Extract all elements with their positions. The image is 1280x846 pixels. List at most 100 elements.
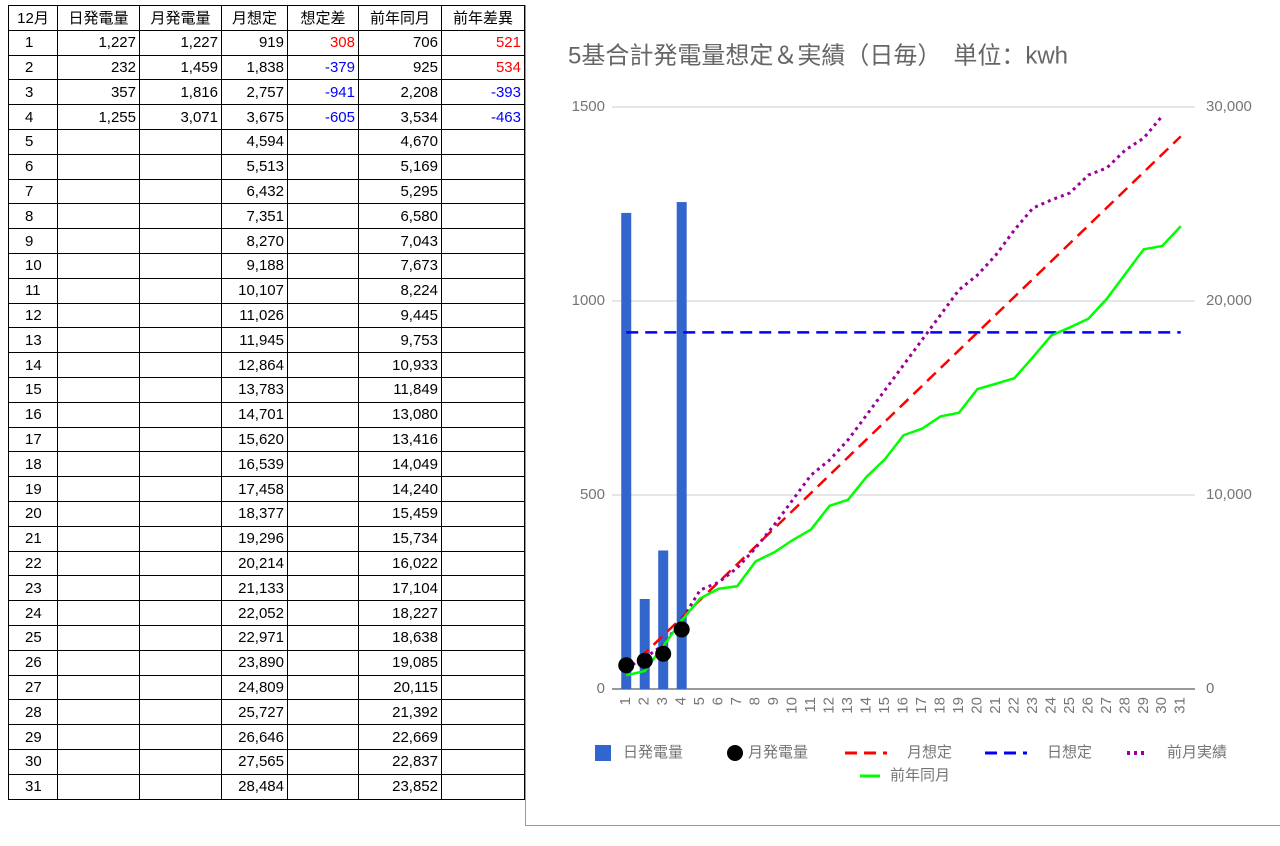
cell: [57, 724, 140, 750]
cell: [287, 203, 359, 230]
cell: 22,971: [221, 624, 288, 651]
x-tick-label: 27: [1098, 697, 1115, 714]
cell: [139, 277, 222, 304]
cell: [287, 327, 359, 354]
cell: [139, 451, 222, 478]
cell: 23: [8, 575, 58, 602]
y2-tick-label: 0: [1206, 680, 1214, 697]
row: 24 22,052 18,227: [8, 600, 525, 626]
row: 31 28,484 23,852: [8, 773, 525, 800]
cell: 17: [8, 426, 58, 453]
cell: [287, 352, 359, 378]
cell: [441, 476, 525, 502]
cell: [57, 550, 140, 577]
cell: [287, 302, 359, 329]
cell: 6,580: [358, 203, 442, 230]
cell: 4,594: [221, 128, 288, 155]
cell: [287, 426, 359, 453]
x-tick-label: 13: [839, 697, 856, 714]
cell: [57, 525, 140, 552]
cell: 21: [8, 525, 58, 552]
cell: 21,392: [358, 699, 442, 726]
cell: 7,043: [358, 228, 442, 254]
cell: 14,049: [358, 451, 442, 478]
cell: [57, 228, 140, 254]
row: 22 20,214 16,022: [8, 550, 525, 577]
cell: [139, 773, 222, 800]
row: 5 4,594 4,670: [8, 128, 525, 155]
y-tick-label: 1500: [572, 98, 605, 115]
row: 4 1,255 3,071 3,675 -605 3,534 -463: [8, 104, 525, 130]
bar: [676, 202, 687, 689]
x-tick-label: 7: [728, 697, 745, 705]
cell: [441, 575, 525, 602]
x-tick-label: 2: [636, 697, 653, 705]
point: [655, 645, 672, 662]
cell: [441, 228, 525, 254]
row: 25 22,971 18,638: [8, 624, 525, 651]
cell: 20: [8, 500, 58, 527]
cell: [441, 500, 525, 527]
cell: [57, 302, 140, 329]
legend-label: 月想定: [907, 744, 952, 761]
row: 14 12,864 10,933: [8, 352, 525, 378]
cell: 919: [221, 29, 288, 56]
cell: [139, 550, 222, 577]
cell: 31: [8, 773, 58, 800]
cell: [57, 649, 140, 676]
cell: 25: [8, 624, 58, 651]
cell: 27: [8, 674, 58, 701]
cell: 706: [358, 29, 442, 56]
cell: [139, 128, 222, 155]
row: 20 18,377 15,459: [8, 500, 525, 527]
cell: 15: [8, 376, 58, 403]
cell: 13,080: [358, 401, 442, 428]
cell: 11,849: [358, 376, 442, 403]
cell: 30: [8, 748, 58, 775]
cell: [139, 203, 222, 230]
cell: [57, 203, 140, 230]
cell: [139, 674, 222, 701]
row: 2 232 1,459 1,838 -379 925 534: [8, 54, 525, 81]
cell: [287, 550, 359, 577]
cell: [287, 600, 359, 626]
cell: 534: [441, 54, 525, 81]
cell: [441, 600, 525, 626]
x-tick-label: 17: [913, 697, 930, 714]
cell: 20,115: [358, 674, 442, 701]
cell: 9,753: [358, 327, 442, 354]
cell: 9,188: [221, 252, 288, 279]
cell: [287, 500, 359, 527]
cell: 4: [8, 104, 58, 130]
cell: 18: [8, 451, 58, 478]
cell: 4,670: [358, 128, 442, 155]
row: 16 14,701 13,080: [8, 401, 525, 428]
cell: 24: [8, 600, 58, 626]
cell: 6: [8, 153, 58, 180]
cell: [441, 178, 525, 205]
row: 17 15,620 13,416: [8, 426, 525, 453]
x-tick-label: 9: [765, 697, 782, 705]
cell: 18,638: [358, 624, 442, 651]
cell: [57, 500, 140, 527]
cell: [287, 178, 359, 205]
cell: 18,377: [221, 500, 288, 527]
cell: 1,816: [139, 79, 222, 106]
x-tick-label: 24: [1042, 697, 1059, 714]
cell: [57, 748, 140, 775]
cell: 11: [8, 277, 58, 304]
cell: [441, 674, 525, 701]
cell: [139, 724, 222, 750]
chart-title: 5基合計発電量想定＆実績（日毎） 単位：kwh: [568, 42, 1068, 69]
chart-panel: [525, 5, 1280, 826]
cell: [57, 476, 140, 502]
cell: 3: [8, 79, 58, 106]
cell: 28,484: [221, 773, 288, 800]
row: 7 6,432 5,295: [8, 178, 525, 205]
cell: 8,224: [358, 277, 442, 304]
header-cell: 12月: [8, 5, 58, 31]
cell: 5,513: [221, 153, 288, 180]
cell: [57, 699, 140, 726]
x-tick-label: 14: [858, 697, 875, 714]
